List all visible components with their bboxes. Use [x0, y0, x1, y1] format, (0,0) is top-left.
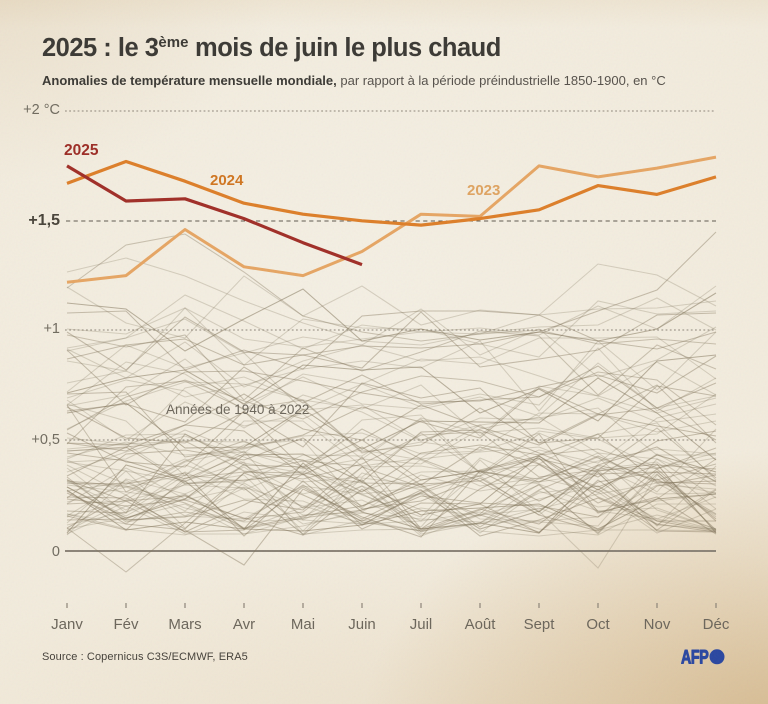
svg-text:AFP: AFP [681, 646, 708, 668]
